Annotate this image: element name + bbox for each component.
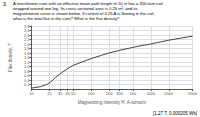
svg-text:0.4: 0.4 bbox=[24, 78, 30, 83]
svg-text:1.0: 1.0 bbox=[24, 64, 30, 69]
svg-text:0.2: 0.2 bbox=[24, 82, 30, 87]
svg-text:20: 20 bbox=[47, 91, 52, 96]
svg-text:300: 300 bbox=[116, 91, 123, 96]
svg-text:0.6: 0.6 bbox=[24, 73, 30, 78]
svg-text:2.0: 2.0 bbox=[24, 42, 30, 47]
svg-text:what is the total flux in the: what is the total flux in the core? What… bbox=[13, 16, 120, 21]
svg-text:0.8: 0.8 bbox=[24, 69, 30, 74]
svg-text:1.4: 1.4 bbox=[24, 55, 30, 60]
svg-text:30: 30 bbox=[58, 91, 63, 96]
svg-text:500: 500 bbox=[130, 91, 137, 96]
svg-text:50: 50 bbox=[71, 91, 76, 96]
svg-text:1000: 1000 bbox=[146, 91, 156, 96]
svg-text:2.8: 2.8 bbox=[24, 24, 30, 29]
svg-text:5000: 5000 bbox=[188, 91, 198, 96]
svg-text:2.2: 2.2 bbox=[24, 37, 30, 42]
svg-text:10: 10 bbox=[29, 91, 34, 96]
svg-text:40: 40 bbox=[65, 91, 70, 96]
svg-text:[1.27 T, 0.000205 Wb]: [1.27 T, 0.000205 Wb] bbox=[153, 111, 197, 116]
svg-text:A transformer core with an eff: A transformer core with an effective mea… bbox=[13, 1, 163, 6]
svg-text:1.8: 1.8 bbox=[24, 46, 30, 51]
svg-text:magnetization curve is shown b: magnetization curve is shown below. If c… bbox=[13, 11, 155, 16]
svg-text:1.6: 1.6 bbox=[24, 51, 30, 56]
svg-text:2000: 2000 bbox=[164, 91, 174, 96]
svg-text:100: 100 bbox=[88, 91, 95, 96]
svg-text:2.6: 2.6 bbox=[24, 28, 30, 33]
svg-text:Flux density, T: Flux density, T bbox=[8, 43, 13, 72]
svg-text:1.2: 1.2 bbox=[24, 60, 30, 65]
svg-text:Magnetizing intensity H, A-tur: Magnetizing intensity H, A-turns/m bbox=[78, 100, 147, 105]
svg-text:2.4: 2.4 bbox=[24, 33, 30, 38]
svg-text:3.: 3. bbox=[3, 1, 7, 7]
svg-text:wrapped around one leg. Its cr: wrapped around one leg. Its cross-sectio… bbox=[13, 6, 138, 11]
svg-text:200: 200 bbox=[106, 91, 113, 96]
